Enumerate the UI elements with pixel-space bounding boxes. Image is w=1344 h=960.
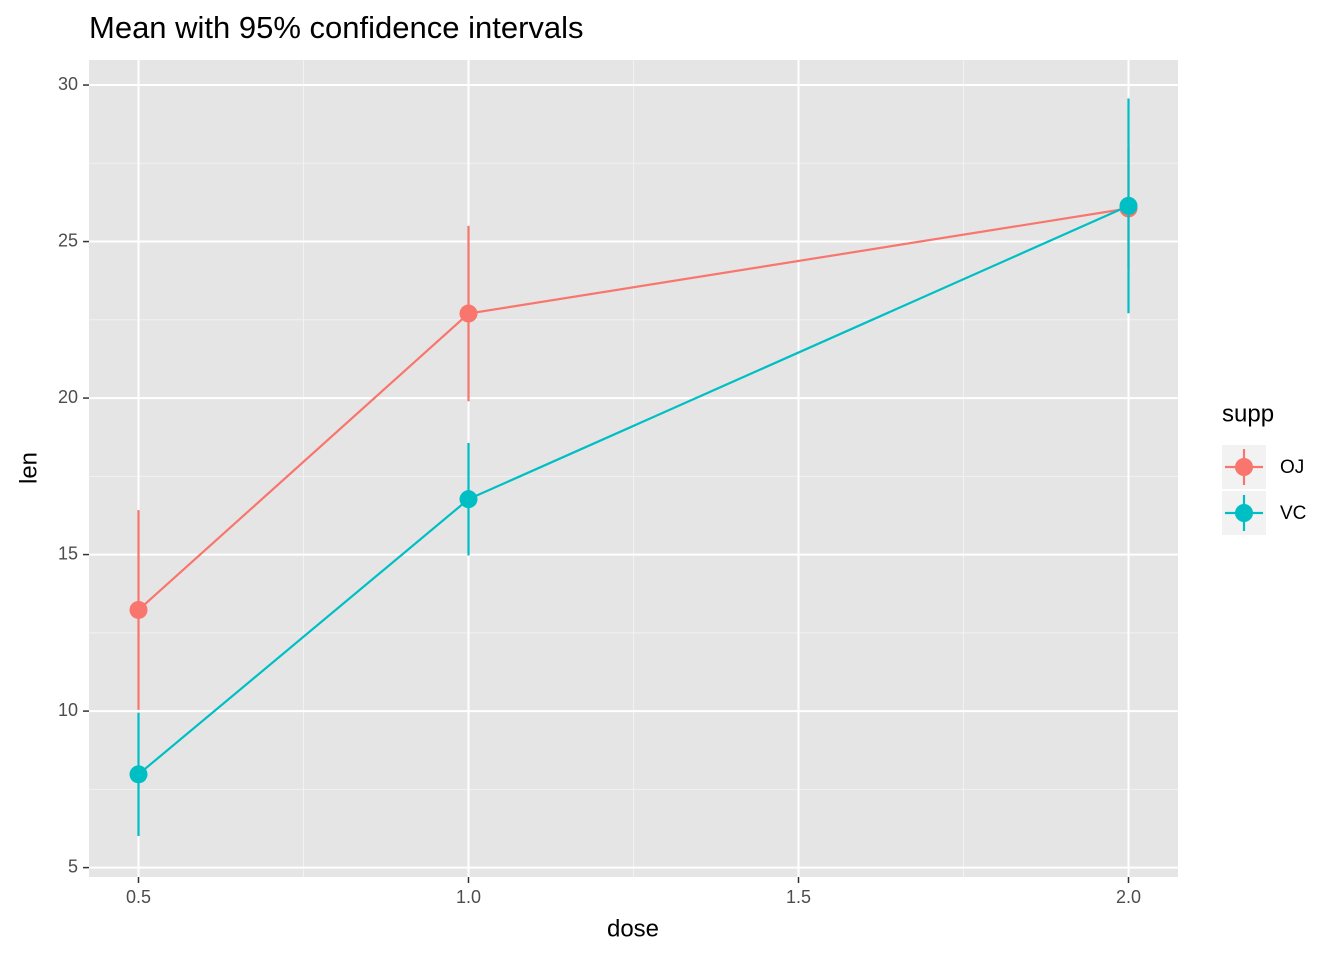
point [129, 600, 148, 619]
legend-point [1235, 458, 1253, 476]
legend-point [1235, 504, 1253, 522]
y-tick-label: 15 [58, 543, 78, 563]
x-axis-title: dose [607, 915, 659, 942]
y-tick-label: 20 [58, 387, 78, 407]
y-tick-label: 30 [58, 74, 78, 94]
legend-title: supp [1222, 400, 1274, 427]
y-axis-title: len [15, 452, 42, 484]
x-tick-label: 2.0 [1116, 887, 1141, 907]
point [1119, 196, 1138, 215]
point [459, 304, 478, 323]
legend-label: VC [1280, 503, 1306, 524]
y-tick-label: 10 [58, 700, 78, 720]
point [459, 490, 478, 509]
x-tick-label: 0.5 [126, 887, 151, 907]
x-tick-label: 1.0 [456, 887, 481, 907]
chart-title: Mean with 95% confidence intervals [89, 10, 584, 45]
y-tick-label: 25 [58, 230, 78, 250]
x-tick-label: 1.5 [786, 887, 811, 907]
y-tick-label: 5 [68, 856, 78, 876]
point [129, 765, 148, 784]
legend-label: OJ [1280, 457, 1304, 478]
